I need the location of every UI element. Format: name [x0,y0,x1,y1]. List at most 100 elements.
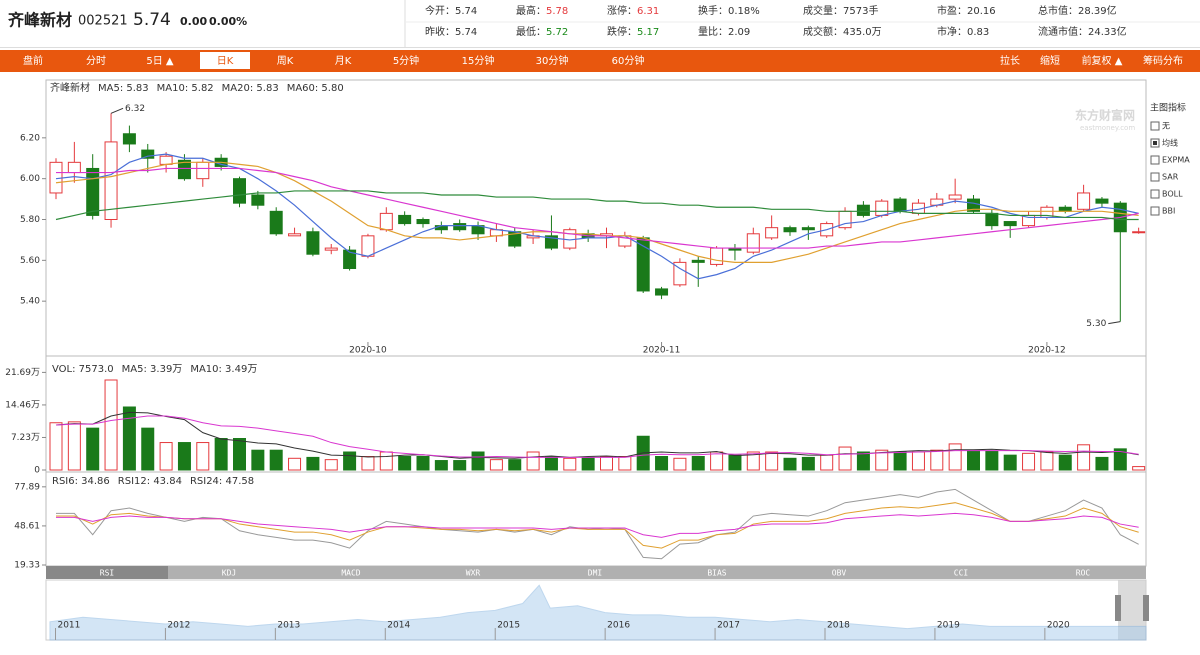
option-label[interactable]: EXPMA [1162,156,1190,165]
option-label[interactable]: BOLL [1162,190,1183,199]
y-tick-label: 77.89 [14,482,40,492]
tab-bar [46,566,1146,579]
candle-body [159,155,173,165]
option-label[interactable]: 均线 [1162,138,1178,148]
candle-body [691,259,705,263]
candle-body [985,212,999,227]
x-tick-label: 2015 [497,621,520,631]
x-tick-label: 2020-11 [643,346,681,356]
candle-body [196,161,210,180]
indicator-tab[interactable]: BIAS [707,569,726,578]
toolbar-item[interactable]: 日K [217,56,234,67]
stat: 成交额：435.0万 [803,25,882,38]
volume-bar [434,460,448,471]
toolbar-item[interactable]: 盘前 [23,54,43,67]
x-tick-label: 2013 [277,621,300,631]
volume-bar [783,457,797,471]
indicator-tab[interactable]: WXR [466,569,481,578]
candle-body [710,247,724,265]
checkbox[interactable] [1150,121,1160,131]
toolbar-item[interactable]: 筹码分布 [1143,54,1183,67]
indicator-tab[interactable]: CCI [954,569,969,578]
overview-handle[interactable] [1115,595,1121,621]
toolbar-item[interactable]: 分时 [86,55,106,67]
legend-item: MA60: 5.80 [287,83,344,94]
x-tick-label: 2012 [167,621,190,631]
volume-bar [159,442,173,471]
indicator-tab[interactable]: OBV [832,569,847,578]
volume-bar [324,459,338,471]
checkbox[interactable] [1150,172,1160,182]
legend-item: MA5: 5.83 [98,83,149,94]
y-tick-label: 5.80 [20,215,40,225]
checkbox[interactable] [1150,206,1160,216]
chart-frame [45,79,1147,567]
volume-bar [820,454,834,471]
legend-item: RSI6: 34.86 [52,476,110,487]
stat-label: 成交额： [803,25,843,38]
volume-bar [453,460,467,471]
volume-bar [306,456,320,471]
legend-item: VOL: 7573.0 [52,364,114,375]
candle-body [398,214,412,225]
candle-body [655,288,669,296]
x-tick-label: 2016 [607,621,630,631]
overview-handle[interactable] [1143,595,1149,621]
indicator-tab[interactable]: MACD [341,569,360,578]
legend-item: MA10: 3.49万 [190,364,257,375]
candle-body [177,159,191,180]
volume-bar [398,456,412,471]
indicator-tab[interactable]: KDJ [222,569,236,578]
toolbar-item[interactable]: 周K [277,55,294,67]
stat-value: 5.78 [546,6,568,17]
volume-bar [911,451,925,471]
volume-bar [856,451,870,471]
stock-price: 5.74 [133,10,171,30]
stat-label: 今开： [425,4,455,17]
stat: 流通市值：24.33亿 [1038,25,1127,38]
option-label[interactable]: BBI [1162,207,1175,216]
volume-bar [1113,448,1127,471]
high-label: 6.32 [125,104,145,114]
candle-body [67,161,81,174]
volume-bar [233,438,246,471]
stock-change: 0.00 [180,15,207,28]
toolbar-item[interactable]: 前复权 ▲ [1082,54,1123,67]
toolbar-item[interactable]: 5分钟 [393,54,419,67]
stat-label: 量比： [698,26,728,38]
legend-item: MA10: 5.82 [157,83,214,94]
option-label[interactable]: 无 [1162,122,1170,131]
candle-body [875,200,889,216]
candle-body [1095,198,1109,204]
option-label[interactable]: SAR [1162,173,1179,182]
toolbar-item[interactable]: 缩短 [1040,54,1060,67]
volume-bar [948,443,962,471]
candle-body [233,178,246,204]
stock-name: 齐峰新材 [8,11,72,30]
checkbox[interactable] [1150,155,1160,165]
stat-value: 2.09 [728,27,750,38]
volume-bar [251,449,265,471]
volume-bar [1022,452,1036,471]
stat-label: 换手： [698,4,728,17]
checkbox[interactable] [1150,189,1160,199]
stat-label: 最低： [516,25,546,38]
overview-area [49,584,1147,641]
candle-body [893,198,907,212]
indicator-tab[interactable]: ROC [1076,569,1091,578]
indicator-tab[interactable]: RSI [100,569,115,578]
candle-body [673,261,687,286]
x-tick-label: 2017 [717,621,740,631]
legend-item: MA5: 3.39万 [122,364,183,375]
toolbar-item[interactable]: 15分钟 [462,54,495,67]
volume-bar [379,451,393,471]
toolbar-item[interactable]: 月K [335,55,352,67]
indicator-tab[interactable]: DMI [588,569,603,578]
candle-body [967,198,980,212]
toolbar-item[interactable]: 5日 ▲ [146,56,174,67]
toolbar-item[interactable]: 拉长 [1000,54,1020,67]
legend-item: RSI12: 43.84 [118,476,182,487]
candle-body [746,233,760,253]
toolbar-item[interactable]: 60分钟 [612,54,645,67]
toolbar-item[interactable]: 30分钟 [536,54,569,67]
